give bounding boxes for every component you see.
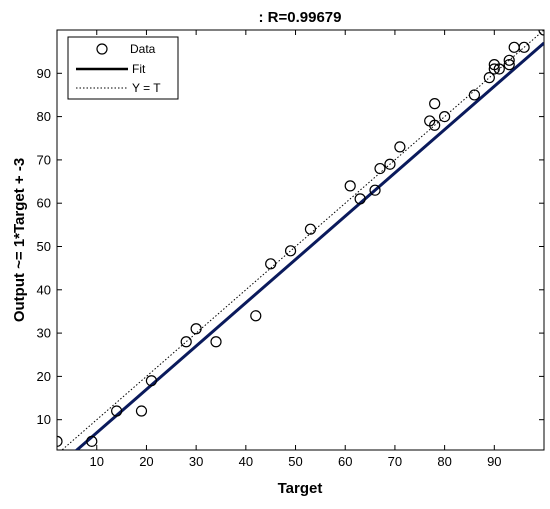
data-points (57, 30, 544, 447)
data-point (304, 223, 317, 235)
y-tick-label: 20 (37, 369, 51, 384)
data-point (369, 184, 381, 196)
y-tick-label: 30 (37, 326, 51, 341)
data-point (394, 141, 406, 153)
x-tick-label: 20 (139, 454, 153, 469)
legend: Data Fit Y = T (67, 36, 179, 100)
y-tick-label: 70 (37, 152, 51, 167)
legend-fit-label: Fit (132, 62, 146, 76)
y-axis-label: Output ~= 1*Target + -3 (11, 158, 28, 322)
y-tick-label: 50 (37, 239, 51, 254)
axis-ticks: 10 20 30 40 50 60 70 80 90 10 20 30 40 50 60 70 80 90 (37, 30, 544, 469)
data-point (439, 110, 451, 123)
data-point (111, 405, 123, 417)
data-point (354, 193, 366, 205)
x-tick-label: 80 (437, 454, 451, 469)
y-tick-label: 40 (37, 282, 51, 297)
data-point (493, 63, 505, 75)
x-tick-label: 30 (189, 454, 203, 469)
y-tick-label: 60 (37, 196, 51, 211)
data-point (384, 158, 396, 170)
data-point (135, 405, 148, 417)
data-point (518, 41, 530, 53)
plot-area (56, 29, 545, 451)
data-point (210, 336, 222, 348)
x-tick-label: 50 (288, 454, 302, 469)
x-tick-label: 90 (487, 454, 501, 469)
x-tick-label: 70 (388, 454, 402, 469)
data-point (86, 435, 98, 447)
data-point (468, 89, 481, 101)
data-point (503, 54, 515, 66)
data-point (145, 375, 158, 387)
x-axis-label: Target (278, 480, 323, 497)
y-tick-label: 10 (37, 412, 51, 427)
data-point (488, 63, 500, 75)
legend-data-marker (96, 43, 108, 55)
data-point (57, 435, 63, 447)
x-tick-label: 10 (90, 454, 104, 469)
data-point (250, 310, 262, 322)
x-tick-label: 40 (239, 454, 253, 469)
legend-yeqt-label: Y = T (132, 81, 161, 95)
y-equals-t-line (61, 30, 544, 450)
data-point (503, 59, 515, 71)
fit-line (74, 41, 544, 450)
data-point (344, 180, 356, 192)
x-tick-label: 60 (338, 454, 352, 469)
data-point (190, 323, 202, 335)
data-point (429, 119, 441, 131)
y-tick-label: 80 (37, 109, 51, 124)
data-point (265, 258, 277, 270)
data-point (284, 245, 297, 257)
chart-title: : R=0.99679 (259, 9, 342, 26)
legend-data-label: Data (130, 42, 156, 56)
data-point (374, 162, 386, 175)
y-tick-label: 90 (37, 66, 51, 81)
data-point (429, 98, 441, 110)
data-point (483, 72, 495, 84)
data-point (180, 336, 192, 348)
